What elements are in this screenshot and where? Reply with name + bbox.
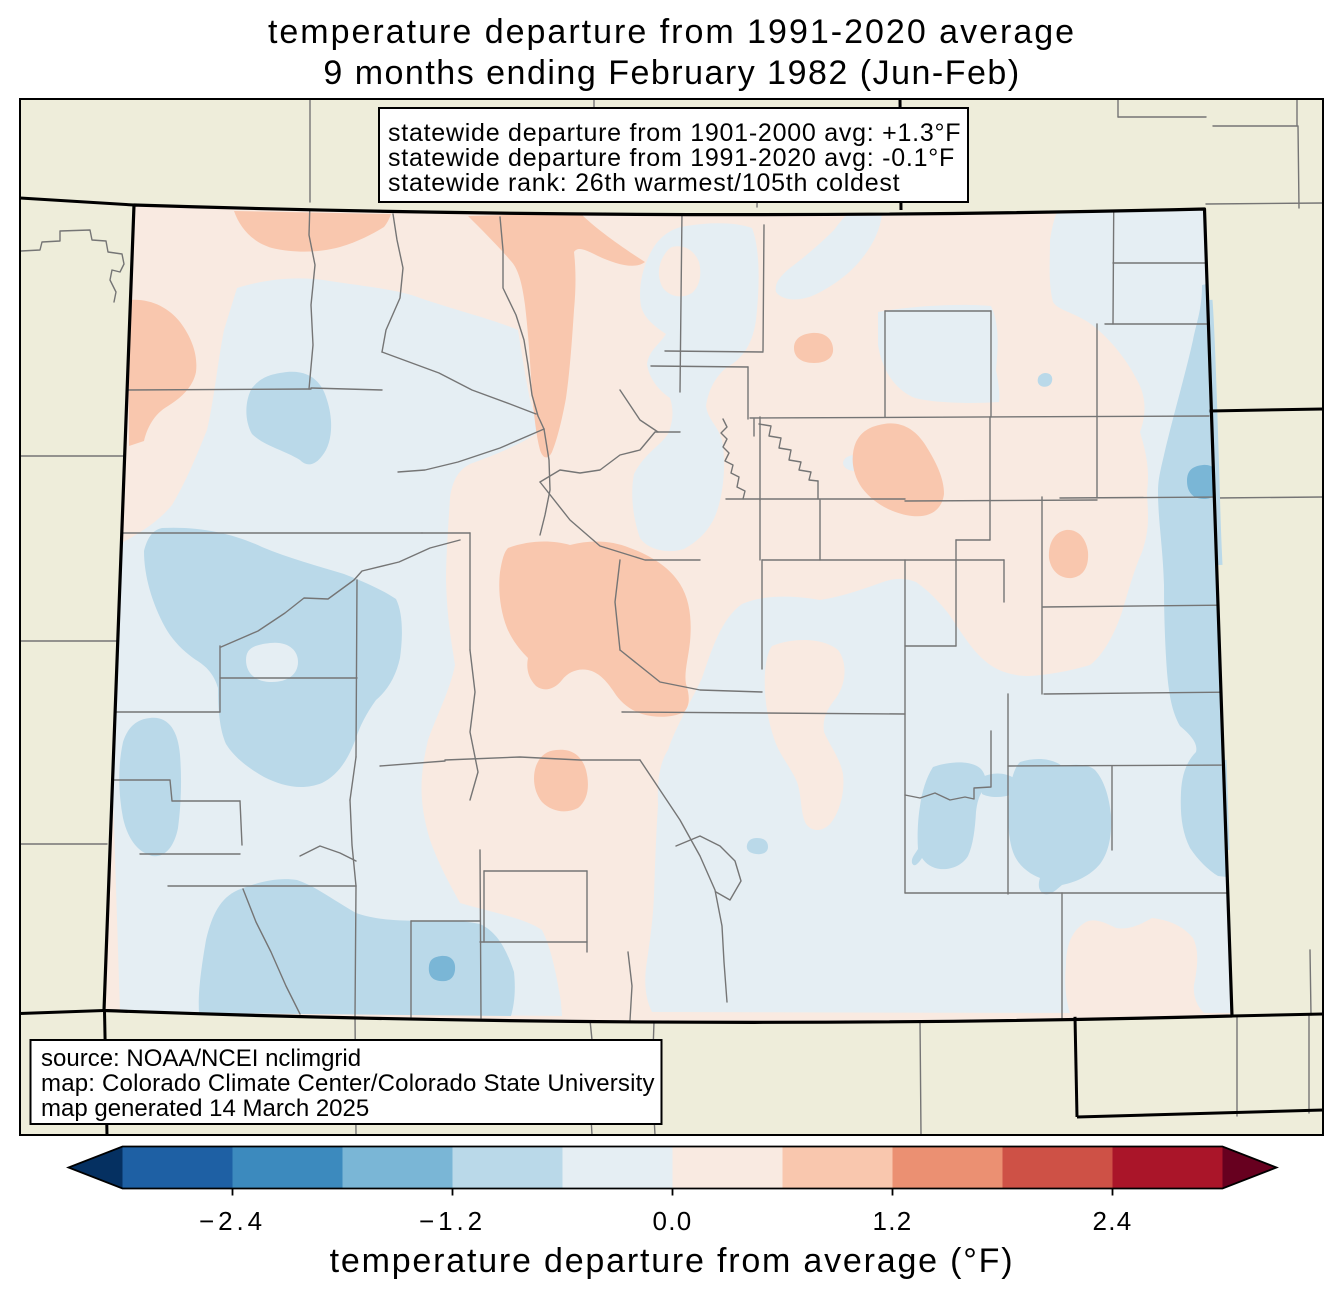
svg-text:statewide departure from 1901-: statewide departure from 1901-2000 avg: … <box>388 119 961 147</box>
svg-text:0.0: 0.0 <box>652 1206 692 1236</box>
svg-text:temperature departure from 199: temperature departure from 1991-2020 ave… <box>268 13 1076 51</box>
svg-text:−2.4: −2.4 <box>199 1206 266 1236</box>
svg-text:source: NOAA/NCEI nclimgrid: source: NOAA/NCEI nclimgrid <box>41 1045 361 1072</box>
svg-text:temperature departure from ave: temperature departure from average (°F) <box>330 1242 1015 1280</box>
svg-text:1.2: 1.2 <box>872 1206 912 1236</box>
svg-text:map generated 14 March 2025: map generated 14 March 2025 <box>41 1095 369 1122</box>
svg-text:map: Colorado Climate Center/C: map: Colorado Climate Center/Colorado St… <box>41 1070 655 1097</box>
svg-text:−1.2: −1.2 <box>419 1206 486 1236</box>
svg-text:statewide rank: 26th warmest/1: statewide rank: 26th warmest/105th colde… <box>388 169 900 197</box>
svg-text:statewide departure from 1991-: statewide departure from 1991-2020 avg: … <box>388 144 955 172</box>
svg-text:2.4: 2.4 <box>1092 1206 1132 1236</box>
svg-text:9 months ending February 1982: 9 months ending February 1982 (Jun-Feb) <box>323 54 1020 92</box>
